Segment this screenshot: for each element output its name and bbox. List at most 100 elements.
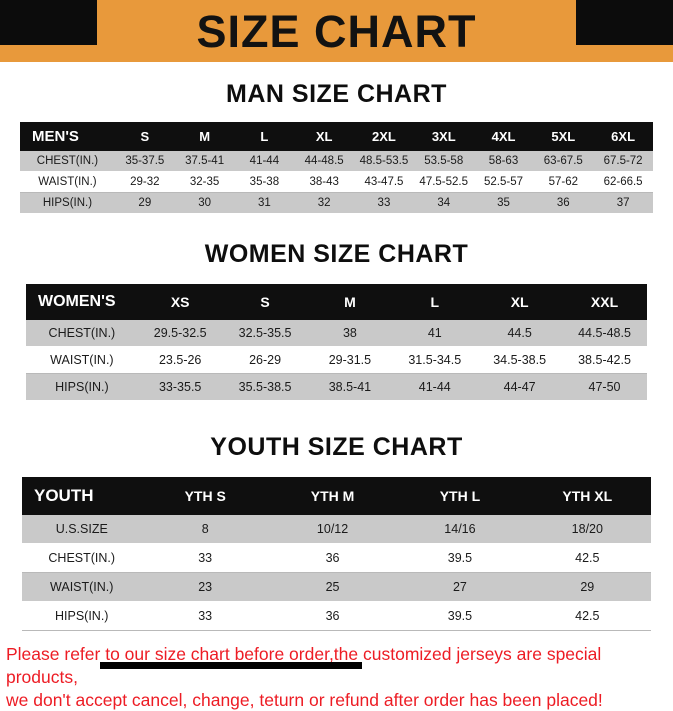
man-section-heading: MAN SIZE CHART [0, 80, 673, 109]
size-value-cell: 32.5-35.5 [223, 320, 308, 347]
order-notice: Please refer to our size chart before or… [6, 643, 667, 711]
size-value-cell: 31 [235, 193, 295, 214]
table-title-cell: YOUTH [22, 477, 142, 515]
size-value-cell: 27 [396, 573, 523, 602]
size-value-cell: 35-37.5 [115, 151, 175, 172]
size-value-cell: 44.5-48.5 [562, 320, 647, 347]
size-value-cell: 58-63 [474, 151, 534, 172]
size-value-cell: 37 [593, 193, 653, 214]
size-value-cell: 8 [142, 515, 269, 544]
size-column-header: L [235, 122, 295, 151]
size-value-cell: 23 [142, 573, 269, 602]
size-value-cell: 33 [142, 544, 269, 573]
size-value-cell: 14/16 [396, 515, 523, 544]
size-value-cell: 44.5 [477, 320, 562, 347]
size-value-cell: 33-35.5 [138, 374, 223, 401]
row-label-cell: U.S.SIZE [22, 515, 142, 544]
size-value-cell: 42.5 [524, 602, 651, 631]
size-value-cell: 38.5-41 [307, 374, 392, 401]
bottom-black-bar [100, 662, 362, 669]
size-value-cell: 63-67.5 [533, 151, 593, 172]
youth-section-heading: YOUTH SIZE CHART [0, 433, 673, 462]
size-value-cell: 38.5-42.5 [562, 347, 647, 374]
size-column-header: YTH S [142, 477, 269, 515]
size-column-header: XS [138, 284, 223, 320]
size-value-cell: 44-48.5 [294, 151, 354, 172]
size-value-cell: 29-32 [115, 172, 175, 193]
notice-line-2: we don't accept cancel, change, teturn o… [6, 689, 667, 711]
size-value-cell: 57-62 [533, 172, 593, 193]
size-column-header: 2XL [354, 122, 414, 151]
row-label-cell: HIPS(IN.) [20, 193, 115, 214]
size-value-cell: 47-50 [562, 374, 647, 401]
size-value-cell: 44-47 [477, 374, 562, 401]
size-value-cell: 38 [307, 320, 392, 347]
size-value-cell: 29 [115, 193, 175, 214]
size-column-header: 4XL [474, 122, 534, 151]
banner-corner-right [576, 0, 673, 45]
size-column-header: YTH XL [524, 477, 651, 515]
size-column-header: L [392, 284, 477, 320]
size-value-cell: 32-35 [175, 172, 235, 193]
size-column-header: 3XL [414, 122, 474, 151]
size-value-cell: 39.5 [396, 544, 523, 573]
size-value-cell: 23.5-26 [138, 347, 223, 374]
size-value-cell: 35 [474, 193, 534, 214]
size-value-cell: 67.5-72 [593, 151, 653, 172]
women-section-heading: WOMEN SIZE CHART [0, 240, 673, 269]
row-label-cell: HIPS(IN.) [26, 374, 138, 401]
size-column-header: M [175, 122, 235, 151]
size-value-cell: 35-38 [235, 172, 295, 193]
size-column-header: S [223, 284, 308, 320]
size-value-cell: 52.5-57 [474, 172, 534, 193]
size-value-cell: 31.5-34.5 [392, 347, 477, 374]
size-value-cell: 41-44 [235, 151, 295, 172]
size-value-cell: 34.5-38.5 [477, 347, 562, 374]
size-value-cell: 39.5 [396, 602, 523, 631]
size-value-cell: 18/20 [524, 515, 651, 544]
row-label-cell: WAIST(IN.) [26, 347, 138, 374]
size-column-header: S [115, 122, 175, 151]
size-column-header: 5XL [533, 122, 593, 151]
size-value-cell: 29-31.5 [307, 347, 392, 374]
size-value-cell: 29 [524, 573, 651, 602]
size-value-cell: 33 [142, 602, 269, 631]
size-value-cell: 32 [294, 193, 354, 214]
size-value-cell: 38-43 [294, 172, 354, 193]
size-value-cell: 62-66.5 [593, 172, 653, 193]
size-value-cell: 33 [354, 193, 414, 214]
size-value-cell: 43-47.5 [354, 172, 414, 193]
size-value-cell: 30 [175, 193, 235, 214]
size-value-cell: 36 [269, 544, 396, 573]
size-value-cell: 53.5-58 [414, 151, 474, 172]
size-value-cell: 42.5 [524, 544, 651, 573]
size-value-cell: 41 [392, 320, 477, 347]
banner-corner-left [0, 0, 97, 45]
row-label-cell: CHEST(IN.) [26, 320, 138, 347]
row-label-cell: CHEST(IN.) [20, 151, 115, 172]
size-value-cell: 25 [269, 573, 396, 602]
table-title-cell: WOMEN'S [26, 284, 138, 320]
row-label-cell: HIPS(IN.) [22, 602, 142, 631]
size-value-cell: 41-44 [392, 374, 477, 401]
